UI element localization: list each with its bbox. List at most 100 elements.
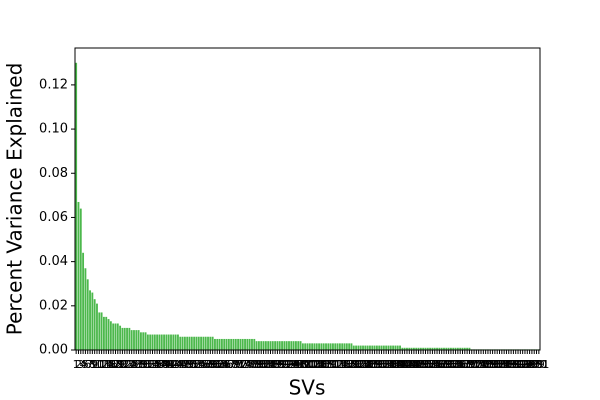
bar: [301, 343, 304, 350]
bar: [436, 347, 438, 350]
x-tick-label: 33: [143, 358, 157, 371]
bar: [119, 325, 122, 350]
bar: [202, 336, 205, 350]
x-tick-label: 143: [394, 358, 415, 371]
bar: [341, 343, 344, 350]
x-tick-label: 164: [443, 358, 464, 371]
x-tick-label: 8: [89, 358, 96, 371]
bar: [274, 341, 277, 350]
x-tick-label: 193: [510, 358, 531, 371]
x-tick-label: 40: [159, 358, 173, 371]
bar: [334, 343, 337, 350]
bar: [211, 336, 214, 350]
x-tick-label: 114: [327, 358, 348, 371]
bar: [114, 323, 117, 350]
x-tick-label: 75: [240, 358, 254, 371]
x-tick-label: 95: [287, 358, 301, 371]
bar: [96, 303, 98, 350]
x-tick-label: 83: [259, 358, 273, 371]
x-tick-label: 135: [376, 358, 397, 371]
bar: [348, 343, 351, 350]
bar: [216, 338, 219, 350]
bar: [253, 338, 256, 350]
x-tick-label: 48: [178, 358, 192, 371]
bar: [447, 347, 450, 350]
x-tick-label: 145: [399, 358, 420, 371]
bar: [399, 345, 401, 350]
x-tick-label: 189: [501, 358, 522, 371]
x-tick-label: 128: [359, 358, 380, 371]
x-tick-label: 98: [294, 358, 308, 371]
bar: [426, 347, 429, 350]
bar: [322, 343, 325, 350]
y-axis-label: Percent Variance Explained: [3, 63, 27, 336]
bar: [311, 343, 314, 350]
x-tick-label: 153: [417, 358, 438, 371]
x-tick-label: 92: [280, 358, 294, 371]
bar: [98, 312, 101, 350]
bar: [306, 343, 309, 350]
x-tick-label: 45: [171, 358, 185, 371]
bar: [151, 334, 154, 350]
x-tick-label: 183: [487, 358, 508, 371]
x-tick-label: 86: [266, 358, 280, 371]
bar: [107, 319, 110, 350]
x-tick-label: 5: [82, 358, 89, 371]
x-tick-label: 52: [187, 358, 201, 371]
x-tick-label: 2: [75, 358, 82, 371]
x-tick-label: 113: [325, 358, 346, 371]
x-tick-label: 9: [91, 358, 98, 371]
x-tick-label: 165: [445, 358, 466, 371]
x-tick-label: 106: [309, 358, 330, 371]
bar: [304, 343, 307, 350]
bar: [283, 341, 286, 350]
bar: [396, 345, 399, 350]
x-tick-label: 63: [213, 358, 227, 371]
x-tick-label: 89: [273, 358, 287, 371]
bar: [93, 299, 96, 350]
x-tick-label: 182: [484, 358, 505, 371]
x-tick-label: 104: [304, 358, 325, 371]
y-tick-label: 0.06: [39, 210, 68, 225]
bar: [146, 334, 149, 350]
bar: [299, 341, 302, 350]
x-tick-label: 11: [92, 358, 106, 371]
x-tick-label: 130: [364, 358, 385, 371]
x-tick-label: 154: [420, 358, 441, 371]
bar: [422, 347, 425, 350]
x-tick-label: 138: [383, 358, 404, 371]
x-tick-label: 198: [521, 358, 542, 371]
x-tick-label: 107: [311, 358, 332, 371]
bar: [445, 347, 448, 350]
x-tick-label: 31: [139, 358, 153, 371]
bar: [75, 62, 78, 350]
x-tick-label: 201: [528, 358, 549, 371]
bar: [158, 334, 161, 350]
x-tick-label: 112: [322, 358, 343, 371]
x-tick-label: 122: [346, 358, 367, 371]
x-tick-label: 30: [136, 358, 150, 371]
x-tick-label: 105: [306, 358, 327, 371]
x-tick-label: 123: [348, 358, 369, 371]
x-tick-label: 47: [176, 358, 190, 371]
bar: [186, 336, 189, 350]
x-tick-label: 176: [471, 358, 492, 371]
x-tick-label: 101: [297, 358, 318, 371]
bar: [343, 343, 346, 350]
x-tick-label: 169: [454, 358, 475, 371]
x-tick-label: 117: [334, 358, 355, 371]
bar: [429, 347, 432, 350]
y-tick-label: 0.00: [39, 343, 68, 358]
x-tick-label: 151: [413, 358, 434, 371]
x-tick-label: 87: [268, 358, 282, 371]
x-tick-label: 44: [169, 358, 183, 371]
bar: [163, 334, 165, 350]
x-tick-label: 124: [350, 358, 371, 371]
x-tick-label: 6: [84, 358, 91, 371]
bar: [100, 312, 103, 350]
bar: [128, 327, 131, 350]
bar: [385, 345, 388, 350]
bar: [105, 316, 108, 350]
bar: [318, 343, 320, 350]
